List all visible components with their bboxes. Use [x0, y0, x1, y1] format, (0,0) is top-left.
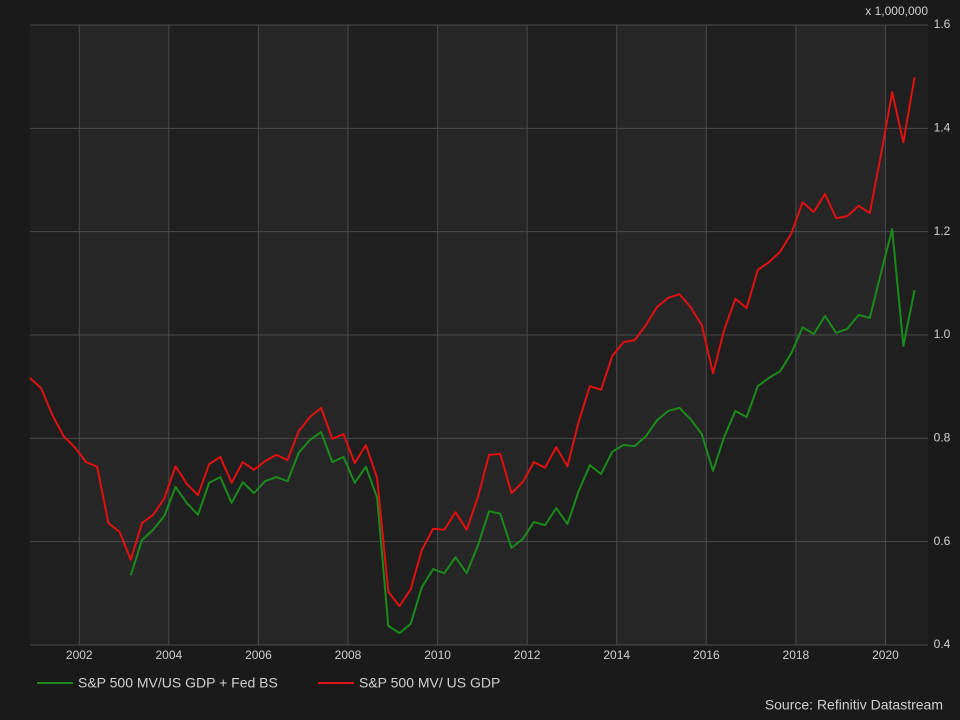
- y-tick-label: 1.4: [934, 121, 951, 135]
- x-tick-label: 2010: [424, 648, 451, 662]
- legend-label: S&P 500 MV/ US GDP: [359, 675, 500, 691]
- source: Source: Refinitiv Datastream: [765, 697, 943, 713]
- series-line: [129, 228, 916, 635]
- multiplier: x 1,000,000: [865, 4, 928, 18]
- x-tick-label: 2020: [872, 648, 899, 662]
- series-line: [29, 77, 916, 608]
- x-tick-label: 2004: [155, 648, 182, 662]
- y-tick-label: 1.6: [934, 17, 951, 31]
- y-tick-label: 1.2: [934, 224, 951, 238]
- y-tick-label: 0.8: [934, 431, 951, 445]
- x-tick-label: 2008: [335, 648, 362, 662]
- x-tick-label: 2014: [603, 648, 630, 662]
- y-tick-label: 1.0: [934, 327, 951, 341]
- x-tick-label: 2018: [783, 648, 810, 662]
- x-tick-label: 2012: [514, 648, 541, 662]
- x-tick-label: 2006: [245, 648, 272, 662]
- y-tick-label: 0.6: [934, 534, 951, 548]
- y-tick-label: 0.4: [934, 637, 951, 651]
- x-tick-label: 2002: [66, 648, 93, 662]
- legend-label: S&P 500 MV/US GDP + Fed BS: [78, 675, 278, 691]
- x-tick-label: 2016: [693, 648, 720, 662]
